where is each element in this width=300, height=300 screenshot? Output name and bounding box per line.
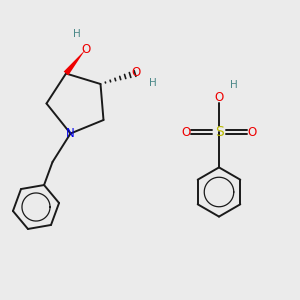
Text: H: H — [149, 77, 157, 88]
Text: H: H — [230, 80, 238, 90]
Text: O: O — [182, 125, 190, 139]
Text: O: O — [248, 125, 256, 139]
Text: O: O — [132, 65, 141, 79]
Text: S: S — [214, 125, 224, 139]
Text: H: H — [73, 29, 80, 39]
Text: N: N — [66, 127, 75, 140]
Text: O: O — [81, 43, 90, 56]
Text: O: O — [214, 91, 224, 104]
Polygon shape — [64, 50, 86, 75]
